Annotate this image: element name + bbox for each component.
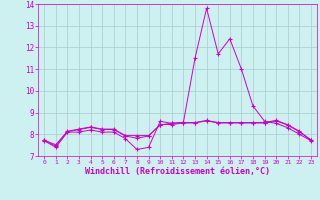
X-axis label: Windchill (Refroidissement éolien,°C): Windchill (Refroidissement éolien,°C)	[85, 167, 270, 176]
